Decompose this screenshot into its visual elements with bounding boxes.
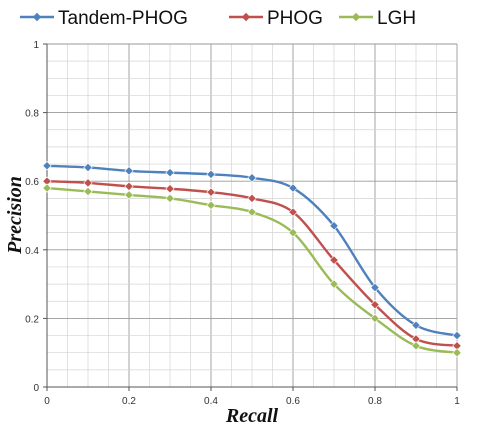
data-point-tandem-phog [329, 221, 339, 231]
data-point-phog [247, 193, 257, 203]
x-tick-label: 0.2 [122, 396, 136, 407]
x-tick-label: 0.8 [368, 396, 382, 407]
data-point-phog [288, 207, 298, 217]
legend-label-lgh: LGH [377, 8, 416, 29]
data-point-tandem-phog [83, 162, 93, 173]
tick-labels: 0 0.2 0.4 0.6 0.8 1 0 0.2 0.4 0.6 0.8 1 [25, 40, 460, 407]
data-point-lgh [206, 200, 216, 210]
legend-marker-tandem-phog [32, 12, 42, 22]
data-point-lgh [83, 186, 93, 197]
grid [47, 43, 458, 387]
legend-item-phog: PHOG [229, 8, 323, 29]
y-tick-label: 0.4 [25, 246, 39, 257]
data-point-tandem-phog [411, 320, 421, 330]
series-phog [42, 176, 462, 351]
data-point-phog [370, 300, 380, 310]
y-tick-label: 0.8 [25, 109, 39, 120]
legend-marker-phog [241, 12, 251, 22]
data-point-lgh [329, 279, 339, 289]
data-point-tandem-phog [206, 169, 216, 179]
data-point-lgh [42, 183, 52, 193]
x-tick-label: 1 [454, 396, 460, 407]
data-point-tandem-phog [247, 173, 257, 183]
data-point-lgh [165, 193, 175, 203]
y-tick-label: 0.6 [25, 177, 39, 188]
data-point-tandem-phog [370, 282, 380, 293]
data-point-phog [83, 178, 93, 188]
data-point-phog [329, 255, 339, 265]
data-point-tandem-phog [452, 330, 462, 341]
data-point-phog [206, 187, 216, 197]
series-layer [42, 161, 462, 358]
legend: Tandem-PHOG PHOG LGH [20, 8, 416, 29]
legend-label-tandem-phog: Tandem-PHOG [58, 8, 188, 29]
data-point-tandem-phog [288, 183, 298, 193]
x-axis-title: Recall [225, 405, 279, 427]
data-point-lgh [124, 190, 134, 200]
data-point-lgh [288, 228, 298, 238]
data-point-phog [165, 184, 175, 194]
data-point-tandem-phog [42, 161, 52, 171]
x-tick-label: 0 [44, 396, 50, 407]
y-tick-label: 0 [33, 383, 39, 394]
data-point-phog [124, 181, 134, 191]
y-tick-label: 1 [33, 40, 39, 51]
x-tick-label: 0.4 [204, 396, 218, 407]
data-point-tandem-phog [124, 166, 134, 176]
series-tandem-phog [42, 161, 462, 341]
data-point-lgh [247, 207, 257, 217]
y-tick-label: 0.2 [25, 314, 39, 325]
legend-item-tandem-phog: Tandem-PHOG [20, 8, 188, 29]
data-point-lgh [452, 348, 462, 358]
legend-item-lgh: LGH [339, 8, 416, 29]
x-tick-label: 0.6 [286, 396, 300, 407]
data-point-lgh [411, 341, 421, 351]
data-point-lgh [370, 313, 380, 324]
data-point-tandem-phog [165, 168, 175, 178]
y-axis-title: Precision [4, 176, 26, 255]
legend-marker-lgh [351, 12, 361, 22]
legend-label-phog: PHOG [267, 8, 323, 29]
axes [43, 43, 458, 391]
series-lgh [42, 183, 462, 358]
